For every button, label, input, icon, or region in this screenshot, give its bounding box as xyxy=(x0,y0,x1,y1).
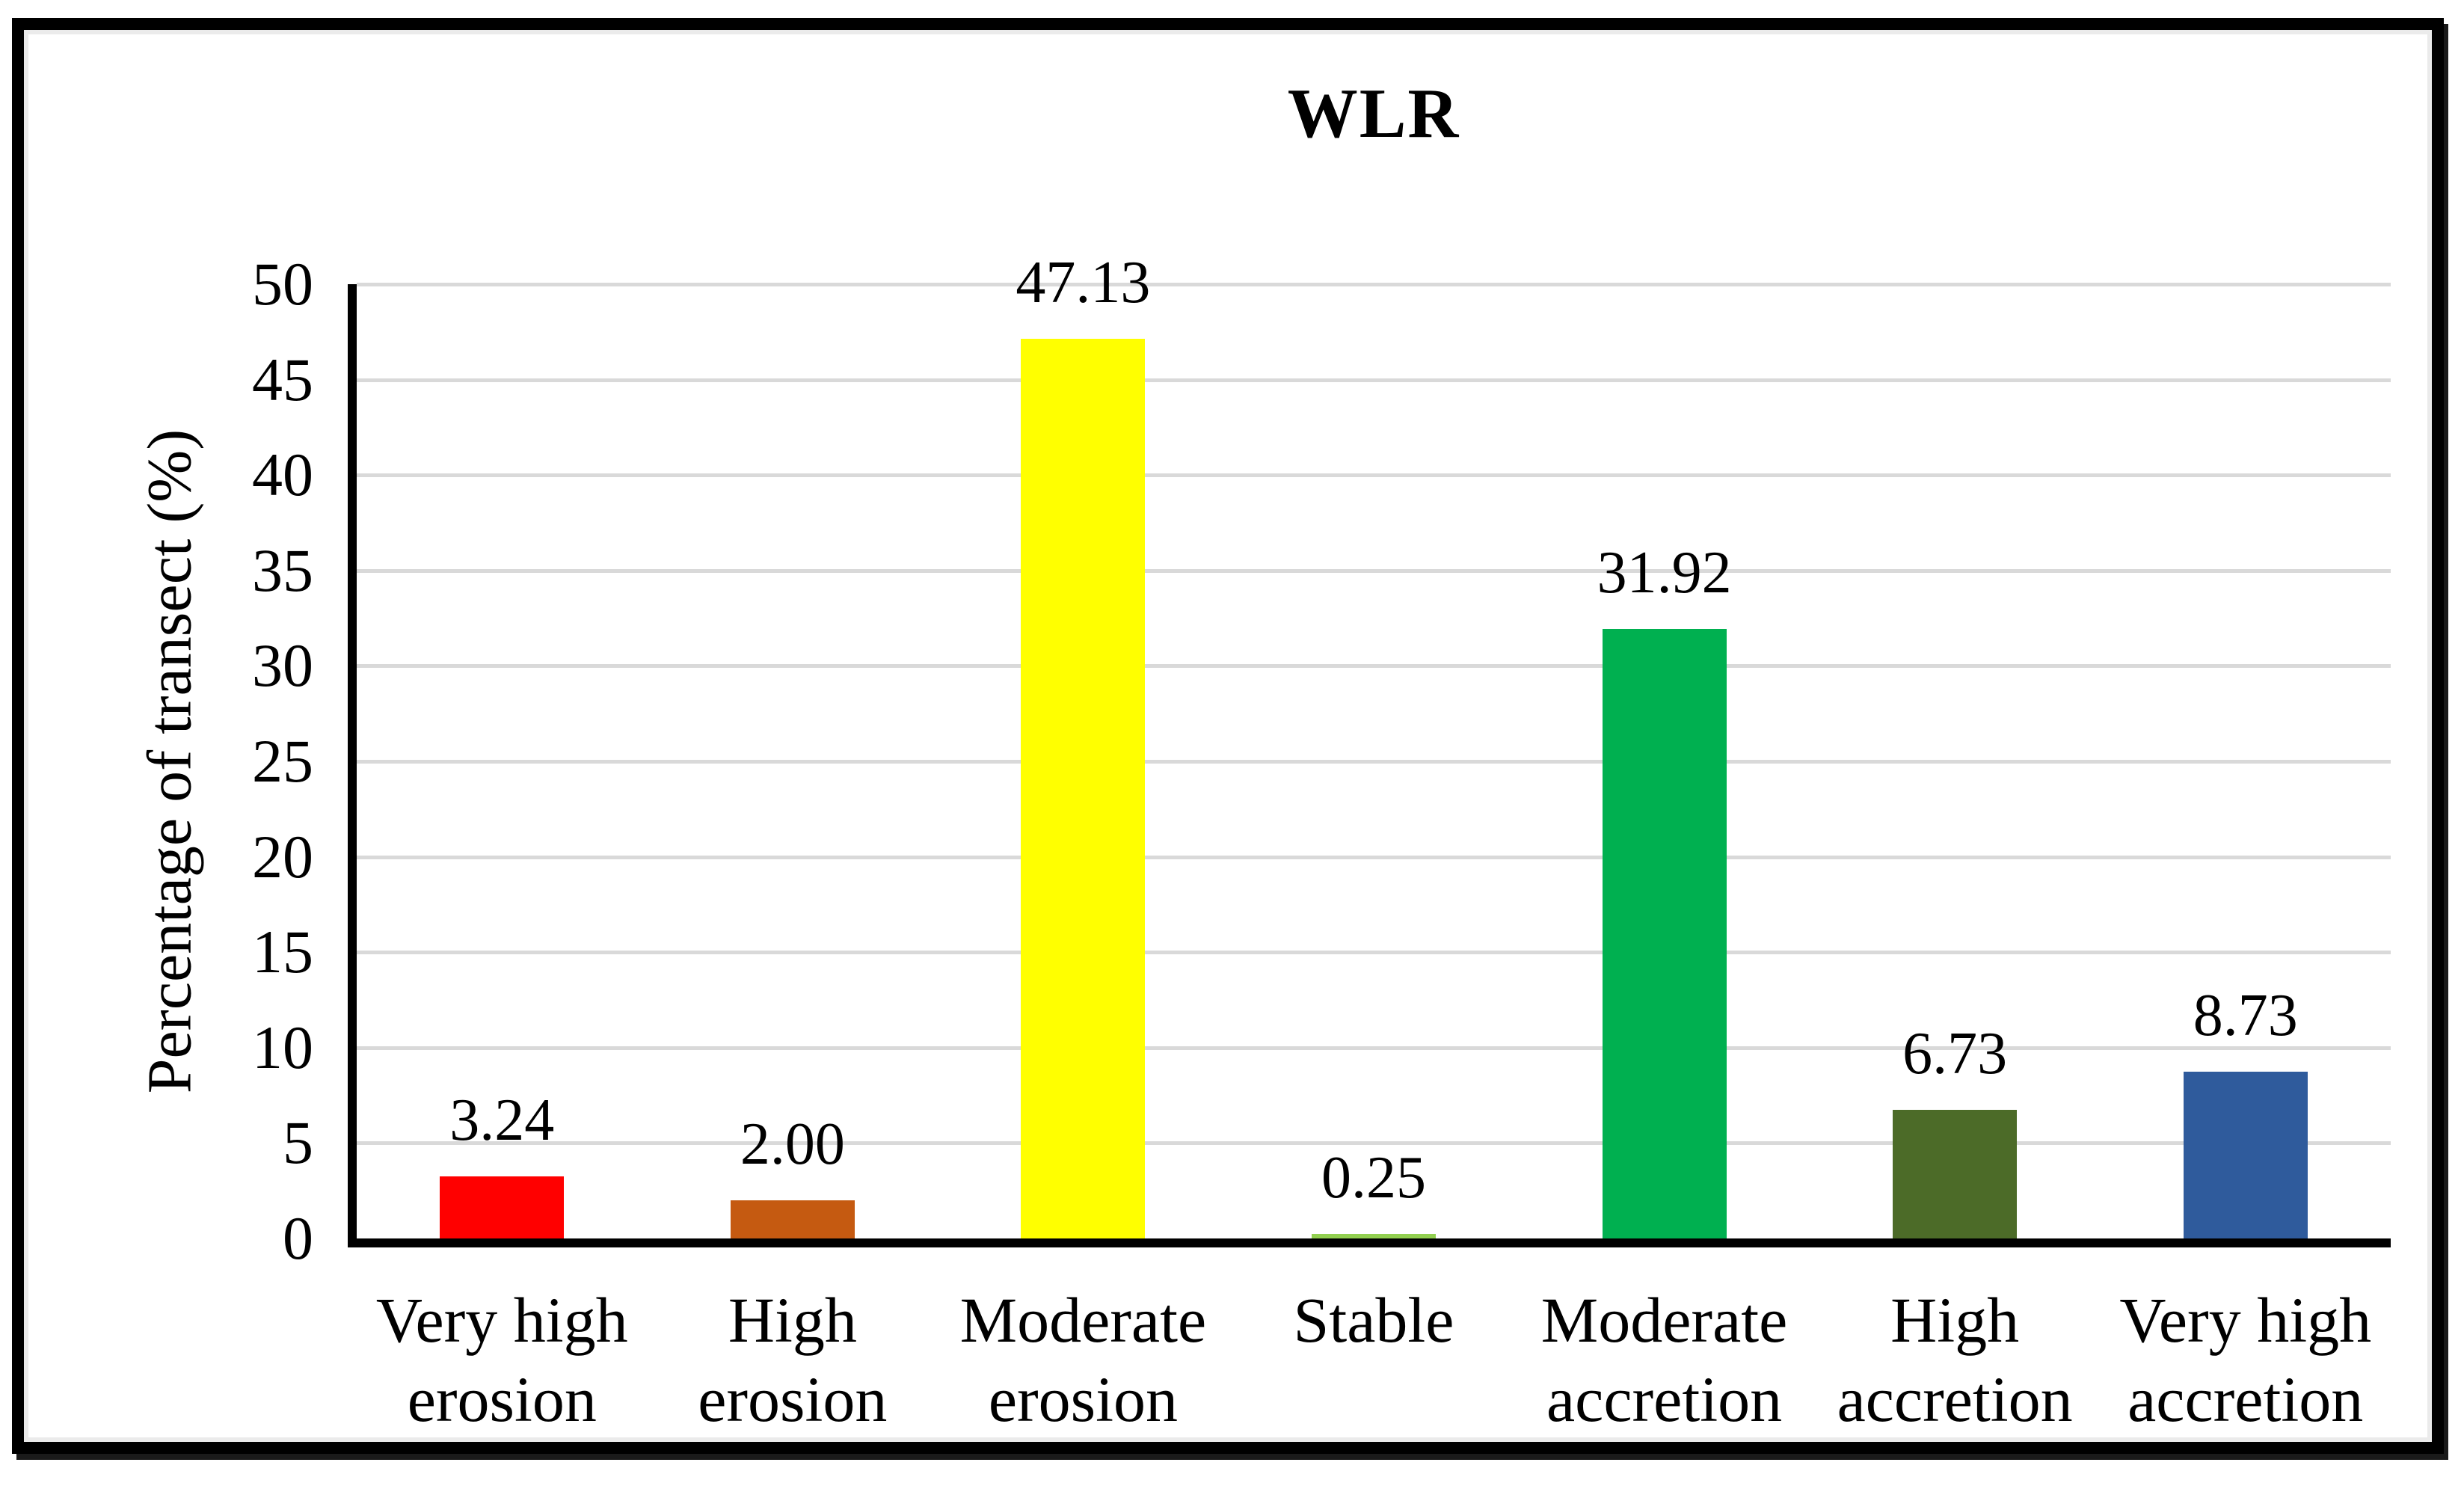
y-axis-title: Percentage of transect (%) xyxy=(135,429,205,1094)
x-category-label-line: erosion xyxy=(407,1363,597,1435)
gridline xyxy=(357,760,2391,764)
y-tick-label: 45 xyxy=(252,345,313,414)
y-tick-label: 50 xyxy=(252,250,313,318)
y-tick-label: 25 xyxy=(252,727,313,795)
x-category-label-line: accretion xyxy=(1837,1363,2073,1435)
bar-value-label: 3.24 xyxy=(449,1087,555,1154)
y-tick-label: 35 xyxy=(252,535,313,604)
chart-title: WLR xyxy=(1287,75,1460,153)
bar xyxy=(440,1176,565,1238)
y-tick-label: 30 xyxy=(252,631,313,700)
bar xyxy=(1021,339,1146,1238)
gridline xyxy=(357,378,2391,382)
x-axis-line xyxy=(348,1238,2391,1247)
x-category-label-line: High xyxy=(728,1284,857,1356)
gridline xyxy=(357,855,2391,859)
bar-value-label: 0.25 xyxy=(1321,1144,1426,1211)
x-category-label: High erosion xyxy=(648,1280,938,1460)
x-category-label-line: erosion xyxy=(698,1363,888,1435)
x-category-label-line: accretion xyxy=(1546,1363,1783,1435)
bar-value-label: 6.73 xyxy=(1902,1021,2008,1087)
gridline xyxy=(357,568,2391,573)
y-tick-label: 15 xyxy=(252,918,313,986)
y-tick-label: 20 xyxy=(252,822,313,891)
x-category-label-line: accretion xyxy=(2127,1363,2364,1435)
x-category-label-line: Moderate xyxy=(1540,1284,1788,1356)
gridline xyxy=(357,473,2391,478)
y-tick-label: 0 xyxy=(283,1204,313,1272)
x-category-label-line: Very high xyxy=(2119,1284,2372,1356)
y-tick-label: 5 xyxy=(283,1108,313,1177)
x-category-label: Very high accretion xyxy=(2100,1280,2391,1460)
x-category-label-line: Very high xyxy=(375,1284,628,1356)
bar xyxy=(2183,1072,2308,1238)
x-category-label: Very high erosion xyxy=(357,1280,648,1460)
x-category-label-line: High xyxy=(1890,1284,2020,1356)
x-category-label-line: erosion xyxy=(988,1363,1178,1435)
x-category-label: Moderate accretion xyxy=(1519,1280,1810,1460)
bar xyxy=(1893,1110,2018,1238)
gridline xyxy=(357,283,2391,286)
bar-value-label: 8.73 xyxy=(2193,983,2298,1049)
bar xyxy=(1602,629,1727,1238)
bar-value-label: 47.13 xyxy=(1016,250,1151,316)
bar-value-label: 2.00 xyxy=(740,1111,845,1177)
x-category-label: Moderate erosion xyxy=(938,1280,1229,1460)
bar xyxy=(730,1200,855,1238)
y-tick-label: 10 xyxy=(252,1013,313,1081)
bar xyxy=(1312,1233,1436,1238)
x-category-label: High accretion xyxy=(1810,1280,2101,1460)
x-category-label: Stable xyxy=(1229,1280,1520,1460)
bar-value-label: 31.92 xyxy=(1597,540,1732,607)
gridline xyxy=(357,1046,2391,1050)
x-category-label-line: Stable xyxy=(1293,1284,1454,1356)
x-category-label-line: Moderate xyxy=(959,1284,1207,1356)
gridline xyxy=(357,664,2391,669)
plot-area: 0 5 10 15 20 25 30 35 40 45 50 3.24 2.00 47.13 0.25 31.… xyxy=(252,250,2391,1272)
figure-border-frame: WLR Percentage of transect (%) 0 5 10 15 20 2… xyxy=(12,18,2444,1454)
y-tick-label: 40 xyxy=(252,440,313,509)
y-axis-line xyxy=(348,284,357,1247)
gridline xyxy=(357,951,2391,955)
x-axis-category-labels: Very high erosion High erosion Moderate erosi… xyxy=(357,1280,2391,1460)
gridline xyxy=(357,1141,2391,1146)
